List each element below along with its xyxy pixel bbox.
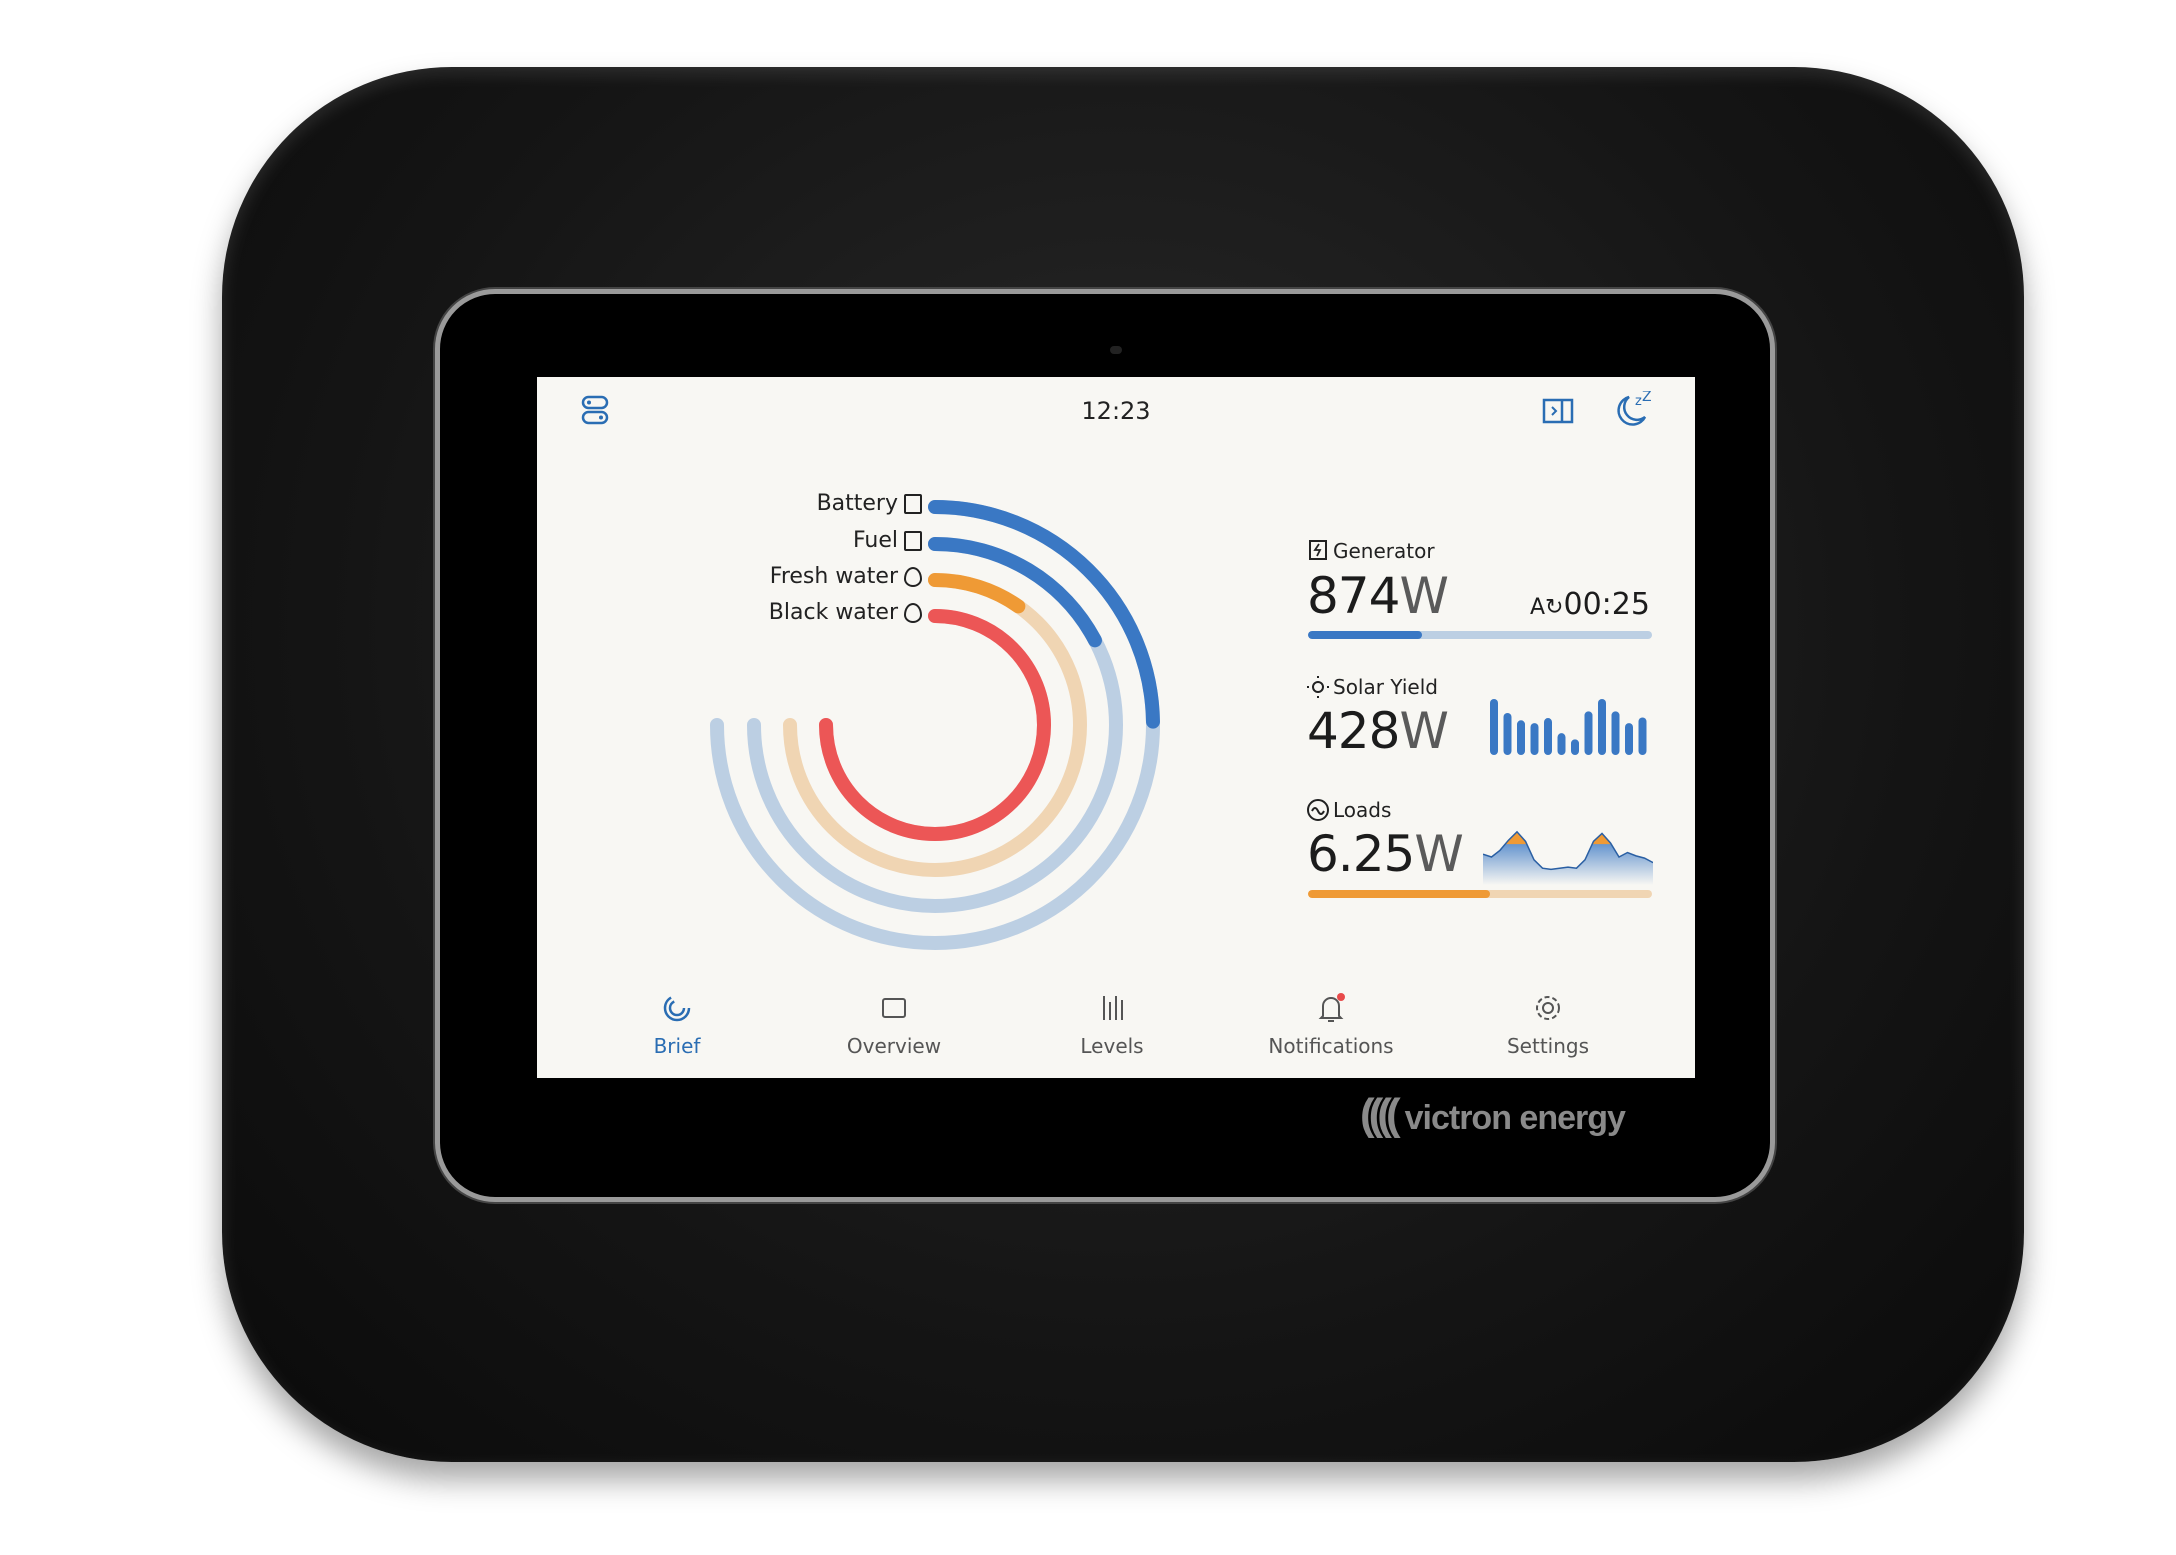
solar-bar	[1584, 711, 1593, 755]
loads-history-chart	[1483, 830, 1653, 885]
nav-brief[interactable]: Brief	[577, 992, 777, 1058]
brief-icon	[663, 994, 691, 1022]
camera-dot	[1110, 346, 1122, 354]
sun-icon	[1307, 676, 1329, 698]
levels-gauge	[710, 500, 1160, 950]
loads-value: 6.25W	[1307, 825, 1464, 883]
nav-label: Settings	[1506, 1034, 1590, 1058]
battery-icon	[904, 493, 922, 514]
nav-label: Levels	[1080, 1034, 1144, 1058]
solar-bar	[1503, 713, 1512, 755]
auto-start-icon: A↻	[1530, 595, 1564, 620]
bell-icon	[1318, 993, 1345, 1022]
brand-logo: ((((victron energy	[1360, 1090, 1626, 1139]
nav-label: Overview	[846, 1034, 942, 1058]
solar-bar	[1544, 718, 1552, 755]
loads-area	[1483, 831, 1653, 885]
nav-settings[interactable]: Settings	[1448, 992, 1648, 1058]
generator-progress	[1308, 631, 1652, 639]
nav-label: Brief	[653, 1034, 701, 1058]
solar-bar	[1517, 720, 1525, 755]
generator-label: Generator	[1333, 539, 1435, 563]
toggles-icon[interactable]	[581, 395, 611, 425]
nav-label: Notifications	[1268, 1034, 1394, 1058]
generator-runtime: A↻00:25	[1530, 587, 1650, 622]
gauge-track	[783, 573, 1087, 877]
generator-value: 874W	[1307, 567, 1449, 625]
generator-icon	[1309, 540, 1327, 560]
fuel-pump-icon	[904, 530, 922, 551]
solar-label: Solar Yield	[1333, 675, 1438, 699]
notification-badge	[1337, 993, 1345, 1001]
nav-levels[interactable]: Levels	[1012, 992, 1212, 1058]
solar-value: 428W	[1307, 702, 1449, 760]
solar-bar	[1625, 723, 1633, 755]
solar-bar	[1611, 711, 1620, 755]
gauge-label: Black water	[768, 600, 898, 625]
water-drop-icon	[904, 566, 922, 587]
gauge-label: Fresh water	[769, 564, 898, 589]
solar-history-chart	[1490, 699, 1647, 755]
solar-bar	[1638, 717, 1647, 755]
waste-drop-icon	[904, 602, 922, 623]
gauge-label: Fuel	[852, 528, 898, 553]
gauge-label-row: Fresh water	[537, 564, 922, 589]
gauge-fill-fresh-water	[928, 573, 1026, 614]
gauge-label-row: Fuel	[537, 528, 922, 553]
overview-icon	[882, 998, 906, 1018]
gauge-fill-black-water	[819, 609, 1051, 841]
nav-overview[interactable]: Overview	[794, 992, 994, 1058]
clock: 12:23	[1081, 397, 1151, 425]
svg-text:z: z	[1635, 394, 1642, 409]
gauge-label: Battery	[816, 491, 898, 516]
gauge-fill-fuel	[928, 537, 1102, 648]
nav-notifications[interactable]: Notifications	[1231, 992, 1431, 1058]
ac-wave-icon	[1307, 799, 1329, 821]
gauge-fill-battery	[928, 500, 1160, 729]
loads-label: Loads	[1333, 798, 1392, 822]
sidepanel-icon[interactable]	[1542, 397, 1574, 425]
solar-bar	[1490, 699, 1498, 755]
solar-bar	[1530, 723, 1539, 755]
gauge-label-row: Black water	[537, 600, 922, 625]
levels-icon	[1103, 996, 1123, 1020]
brand-text: victron energy	[1404, 1099, 1626, 1137]
gauge-label-row: Battery	[537, 491, 922, 516]
solar-bar	[1557, 733, 1566, 755]
gear-icon	[1536, 996, 1560, 1020]
solar-bar	[1598, 699, 1606, 755]
loads-line	[1483, 830, 1653, 871]
loads-progress	[1308, 890, 1652, 898]
solar-bar	[1571, 739, 1579, 755]
svg-text:Z: Z	[1642, 391, 1651, 405]
